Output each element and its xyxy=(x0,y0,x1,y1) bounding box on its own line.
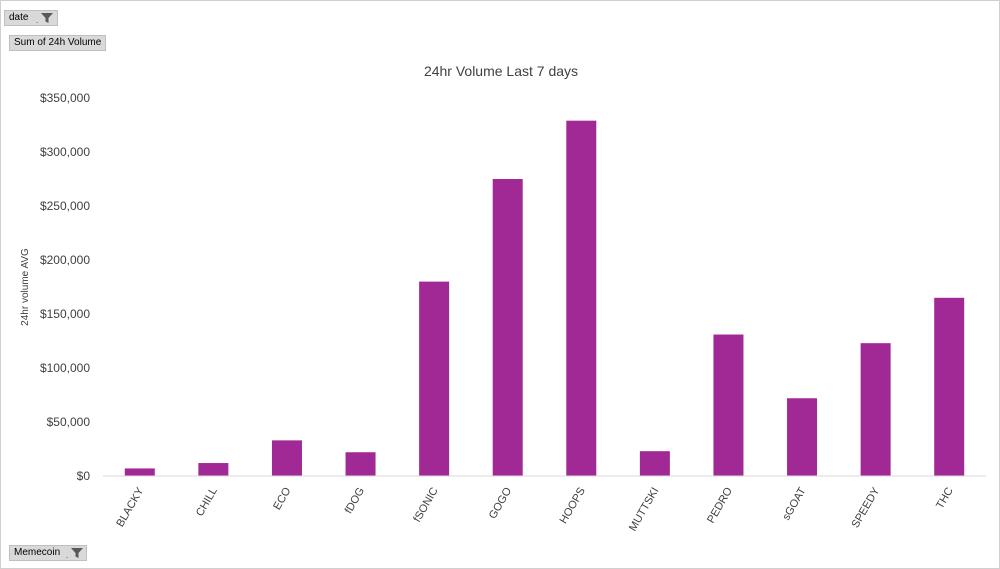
y-tick-label: $50,000 xyxy=(47,415,91,429)
y-tick-label: $150,000 xyxy=(40,307,90,321)
x-tick-label: sGOAT xyxy=(780,485,808,522)
y-tick-label: $0 xyxy=(77,469,91,483)
x-tick-label: CHILL xyxy=(194,486,220,519)
bar-hoops xyxy=(566,120,597,477)
x-tick-label: GOGO xyxy=(487,485,515,521)
x-tick-label: HOOPS xyxy=(558,486,588,526)
dropdown-dot-icon: . xyxy=(36,16,39,25)
bar-fsonic xyxy=(419,281,450,476)
memecoin-axis-field-label: Memecoin xyxy=(14,547,61,558)
x-tick-label: MUTTSKI xyxy=(627,486,662,534)
date-filter-button[interactable]: date . xyxy=(4,10,58,26)
bar-chill xyxy=(198,463,229,476)
bar-gogo xyxy=(492,179,523,476)
bar-pedro xyxy=(713,334,744,476)
y-axis-ticks: $0 $50,000 $100,000 $150,000 $200,000 $250,00… xyxy=(40,91,90,483)
bar-sgoat xyxy=(787,398,818,476)
x-tick-label: PEDRO xyxy=(705,485,735,525)
x-tick-label: SPEEDY xyxy=(850,485,883,530)
x-tick-label: fSONIC xyxy=(411,485,440,524)
x-tick-label: ECO xyxy=(271,485,294,512)
x-tick-label: fDOG xyxy=(343,486,367,516)
y-tick-label: $350,000 xyxy=(40,91,90,105)
value-field-label: Sum of 24h Volume xyxy=(14,37,102,48)
y-tick-label: $100,000 xyxy=(40,361,90,375)
chart-title: 24hr Volume Last 7 days xyxy=(424,63,578,79)
x-tick-label: THC xyxy=(934,485,956,511)
bar-thc xyxy=(934,297,965,476)
bar-blacky xyxy=(124,468,155,476)
bars xyxy=(124,120,965,477)
bar-fdog xyxy=(345,452,376,476)
y-tick-label: $300,000 xyxy=(40,145,90,159)
bar-speedy xyxy=(860,343,891,476)
x-tick-label: BLACKY xyxy=(114,485,146,529)
funnel-filter-icon xyxy=(41,13,53,23)
y-tick-label: $200,000 xyxy=(40,253,90,267)
memecoin-axis-field-button[interactable]: Memecoin . xyxy=(9,545,87,561)
y-axis-title: 24hr volume AVG xyxy=(20,248,31,326)
date-filter-label: date xyxy=(9,12,29,23)
value-field-button[interactable]: Sum of 24h Volume xyxy=(9,35,107,51)
y-tick-label: $250,000 xyxy=(40,199,90,213)
dropdown-dot-icon: . xyxy=(66,551,69,560)
bar-muttski xyxy=(639,451,670,476)
funnel-filter-icon xyxy=(71,548,83,558)
x-axis-ticks: BLACKY CHILL ECO fDOG fSONIC GOGO HOOPS MUTTSKI… xyxy=(114,485,956,533)
bar-eco xyxy=(271,440,302,476)
